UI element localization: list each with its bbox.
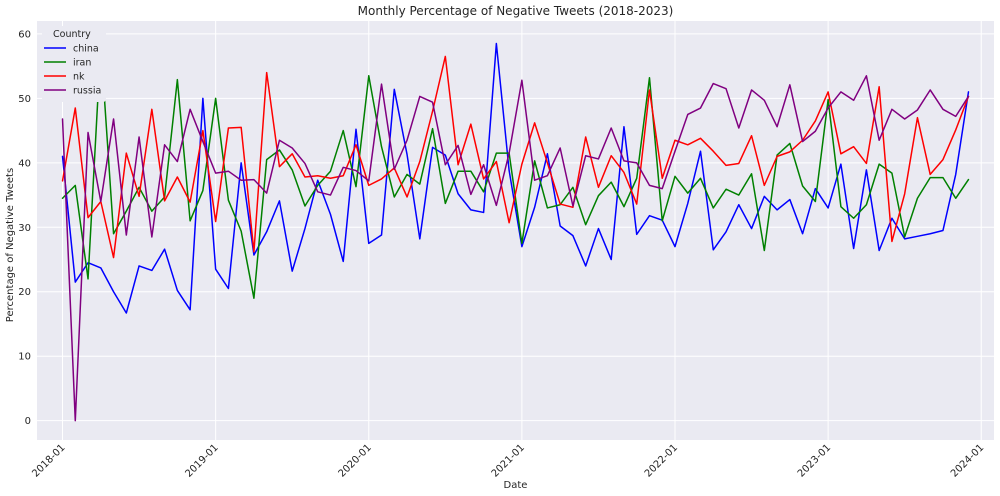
series-line-iran (61, 43, 970, 299)
legend-label-china: china (73, 44, 99, 55)
legend-label-iran: iran (73, 58, 91, 69)
legend: Country china iran nk russia (42, 26, 106, 102)
legend-box (42, 26, 106, 102)
series-line-nk (61, 55, 970, 259)
series-lines (61, 42, 970, 422)
x-axis-title: Date (504, 480, 528, 491)
series-line-russia (61, 75, 970, 422)
legend-label-nk: nk (73, 72, 85, 83)
chart-title: Monthly Percentage of Negative Tweets (2… (358, 4, 674, 18)
y-tick-label: 10 (18, 352, 31, 363)
y-axis-title: Percentage of Negative Tweets (5, 168, 16, 322)
y-tick-label: 30 (18, 223, 31, 234)
y-tick-label: 60 (18, 29, 31, 40)
legend-title: Country (53, 29, 91, 40)
plot-area (37, 21, 994, 440)
y-tick-label: 0 (25, 416, 31, 427)
y-tick-label: 40 (18, 158, 31, 169)
y-tick-label: 20 (18, 287, 31, 298)
legend-label-russia: russia (73, 86, 101, 97)
series-line-china (61, 42, 970, 314)
legend-entries: china iran nk russia (44, 44, 101, 97)
y-tick-label: 50 (18, 94, 31, 105)
